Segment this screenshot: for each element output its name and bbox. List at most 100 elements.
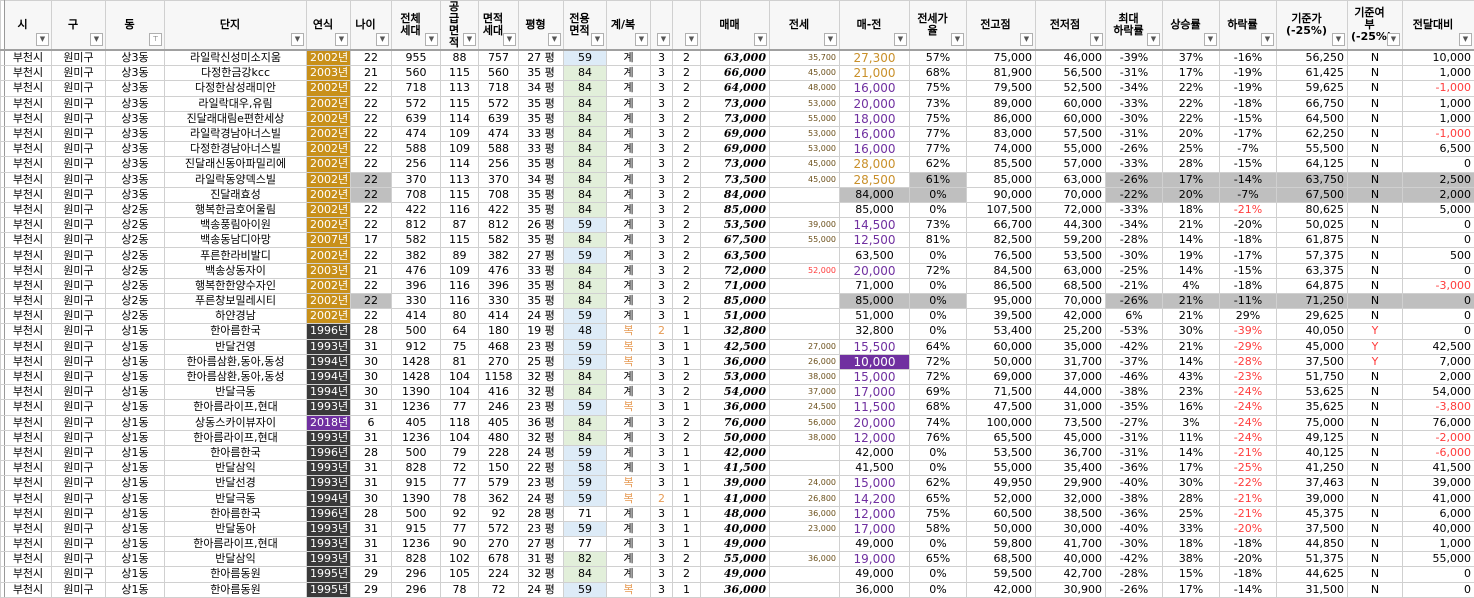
cell-jeonse-price[interactable]: 38,000 <box>770 369 840 384</box>
cell-max-drop-rate[interactable]: -33% <box>1106 157 1163 172</box>
cell-fall-rate[interactable]: -7% <box>1220 187 1277 202</box>
cell-type[interactable]: 계 <box>607 66 651 81</box>
cell-peak-price[interactable]: 82,500 <box>967 233 1036 248</box>
cell-pyeong[interactable]: 28 평 <box>519 506 564 521</box>
cell-fall-rate[interactable]: -29% <box>1220 339 1277 354</box>
cell-base-price[interactable]: 71,250 <box>1277 294 1348 309</box>
cell-jeonse-price[interactable] <box>770 187 840 202</box>
cell-fall-rate[interactable]: 29% <box>1220 309 1277 324</box>
cell-pyeong[interactable]: 23 평 <box>519 476 564 491</box>
cell-district[interactable]: 원미구 <box>52 385 106 400</box>
cell-pyeong[interactable]: 34 평 <box>519 81 564 96</box>
cell-dong[interactable]: 상2동 <box>106 294 165 309</box>
cell-supply-area[interactable]: 115 <box>441 187 479 202</box>
filter-dropdown-icon[interactable]: ▼ <box>635 33 648 46</box>
cell-baths[interactable]: 2 <box>673 385 701 400</box>
cell-exclusive-area[interactable]: 84 <box>564 157 607 172</box>
column-header-month-change[interactable]: 전달대비▼ <box>1403 1 1474 51</box>
cell-base-price[interactable]: 59,625 <box>1277 81 1348 96</box>
cell-type[interactable]: 계 <box>607 415 651 430</box>
cell-base-price[interactable]: 57,375 <box>1277 248 1348 263</box>
cell-gap[interactable]: 11,500 <box>840 400 910 415</box>
cell-jeonse-price[interactable] <box>770 309 840 324</box>
cell-gap[interactable]: 10,000 <box>840 354 910 369</box>
cell-base-flag[interactable]: N <box>1348 263 1403 278</box>
cell-jeonse-price[interactable]: 45,000 <box>770 172 840 187</box>
cell-complex[interactable]: 다정한삼성래미안 <box>165 81 307 96</box>
cell-total-units[interactable]: 414 <box>392 309 441 324</box>
cell-exclusive-area[interactable]: 84 <box>564 202 607 217</box>
cell-dong[interactable]: 상2동 <box>106 202 165 217</box>
cell-gap[interactable]: 85,000 <box>840 294 910 309</box>
cell-total-units[interactable]: 296 <box>392 582 441 597</box>
cell-supply-area[interactable]: 77 <box>441 400 479 415</box>
column-header-base-price[interactable]: 기준가 (-25%)▼ <box>1277 1 1348 51</box>
cell-supply-area[interactable]: 79 <box>441 445 479 460</box>
filter-dropdown-icon[interactable]: ▼ <box>1459 33 1472 46</box>
cell-max-drop-rate[interactable]: 6% <box>1106 309 1163 324</box>
cell-sale-price[interactable]: 42,000 <box>701 445 770 460</box>
cell-month-change[interactable]: 5,000 <box>1403 202 1474 217</box>
cell-base-price[interactable]: 67,500 <box>1277 187 1348 202</box>
cell-jeonse-price[interactable]: 39,000 <box>770 218 840 233</box>
column-header-sale-price[interactable]: 매매▼ <box>701 1 770 51</box>
column-header-jeonse-ratio[interactable]: 전세가율▼ <box>910 1 967 51</box>
cell-jeonse-ratio[interactable]: 0% <box>910 445 967 460</box>
filter-dropdown-icon[interactable]: ▼ <box>463 33 476 46</box>
cell-rooms[interactable]: 3 <box>651 521 673 536</box>
cell-age[interactable]: 21 <box>351 263 392 278</box>
cell-type[interactable]: 계 <box>607 506 651 521</box>
cell-rooms[interactable]: 3 <box>651 81 673 96</box>
cell-sale-price[interactable]: 69,000 <box>701 126 770 141</box>
cell-sale-price[interactable]: 73,000 <box>701 96 770 111</box>
cell-rooms[interactable]: 3 <box>651 537 673 552</box>
cell-rise-rate[interactable]: 20% <box>1163 126 1220 141</box>
cell-district[interactable]: 원미구 <box>52 521 106 536</box>
cell-area-units[interactable]: 362 <box>479 491 519 506</box>
cell-year-built[interactable]: 1993년 <box>307 552 351 567</box>
cell-sale-price[interactable]: 71,000 <box>701 278 770 293</box>
cell-gap[interactable]: 12,500 <box>840 233 910 248</box>
cell-type[interactable]: 계 <box>607 233 651 248</box>
cell-peak-price[interactable]: 90,000 <box>967 187 1036 202</box>
cell-area-units[interactable]: 582 <box>479 233 519 248</box>
column-header-age[interactable]: 나이▼ <box>351 1 392 51</box>
cell-base-flag[interactable]: Y <box>1348 354 1403 369</box>
cell-exclusive-area[interactable]: 84 <box>564 187 607 202</box>
cell-month-change[interactable]: 2,500 <box>1403 172 1474 187</box>
cell-low-price[interactable]: 45,000 <box>1036 430 1106 445</box>
cell-dong[interactable]: 상1동 <box>106 369 165 384</box>
cell-district[interactable]: 원미구 <box>52 142 106 157</box>
cell-baths[interactable]: 2 <box>673 142 701 157</box>
cell-base-flag[interactable]: N <box>1348 278 1403 293</box>
cell-jeonse-ratio[interactable]: 62% <box>910 476 967 491</box>
cell-baths[interactable]: 2 <box>673 567 701 582</box>
cell-low-price[interactable]: 73,500 <box>1036 415 1106 430</box>
cell-total-units[interactable]: 588 <box>392 142 441 157</box>
cell-jeonse-ratio[interactable]: 0% <box>910 309 967 324</box>
cell-sale-price[interactable]: 73,500 <box>701 172 770 187</box>
cell-base-flag[interactable]: N <box>1348 66 1403 81</box>
cell-supply-area[interactable]: 78 <box>441 491 479 506</box>
cell-year-built[interactable]: 1993년 <box>307 461 351 476</box>
cell-type[interactable]: 복 <box>607 476 651 491</box>
cell-rise-rate[interactable]: 14% <box>1163 445 1220 460</box>
cell-city[interactable]: 부천시 <box>5 369 52 384</box>
cell-rise-rate[interactable]: 33% <box>1163 521 1220 536</box>
cell-rooms[interactable]: 3 <box>651 385 673 400</box>
cell-month-change[interactable]: -6,000 <box>1403 445 1474 460</box>
cell-max-drop-rate[interactable]: -36% <box>1106 506 1163 521</box>
cell-supply-area[interactable]: 115 <box>441 66 479 81</box>
cell-base-flag[interactable]: N <box>1348 142 1403 157</box>
cell-pyeong[interactable]: 34 평 <box>519 172 564 187</box>
column-header-peak-price[interactable]: 전고점▼ <box>967 1 1036 51</box>
cell-rise-rate[interactable]: 43% <box>1163 369 1220 384</box>
cell-area-units[interactable]: 414 <box>479 309 519 324</box>
cell-pyeong[interactable]: 32 평 <box>519 385 564 400</box>
cell-supply-area[interactable]: 109 <box>441 126 479 141</box>
cell-base-price[interactable]: 53,625 <box>1277 385 1348 400</box>
cell-jeonse-ratio[interactable]: 81% <box>910 233 967 248</box>
cell-rooms[interactable]: 3 <box>651 172 673 187</box>
